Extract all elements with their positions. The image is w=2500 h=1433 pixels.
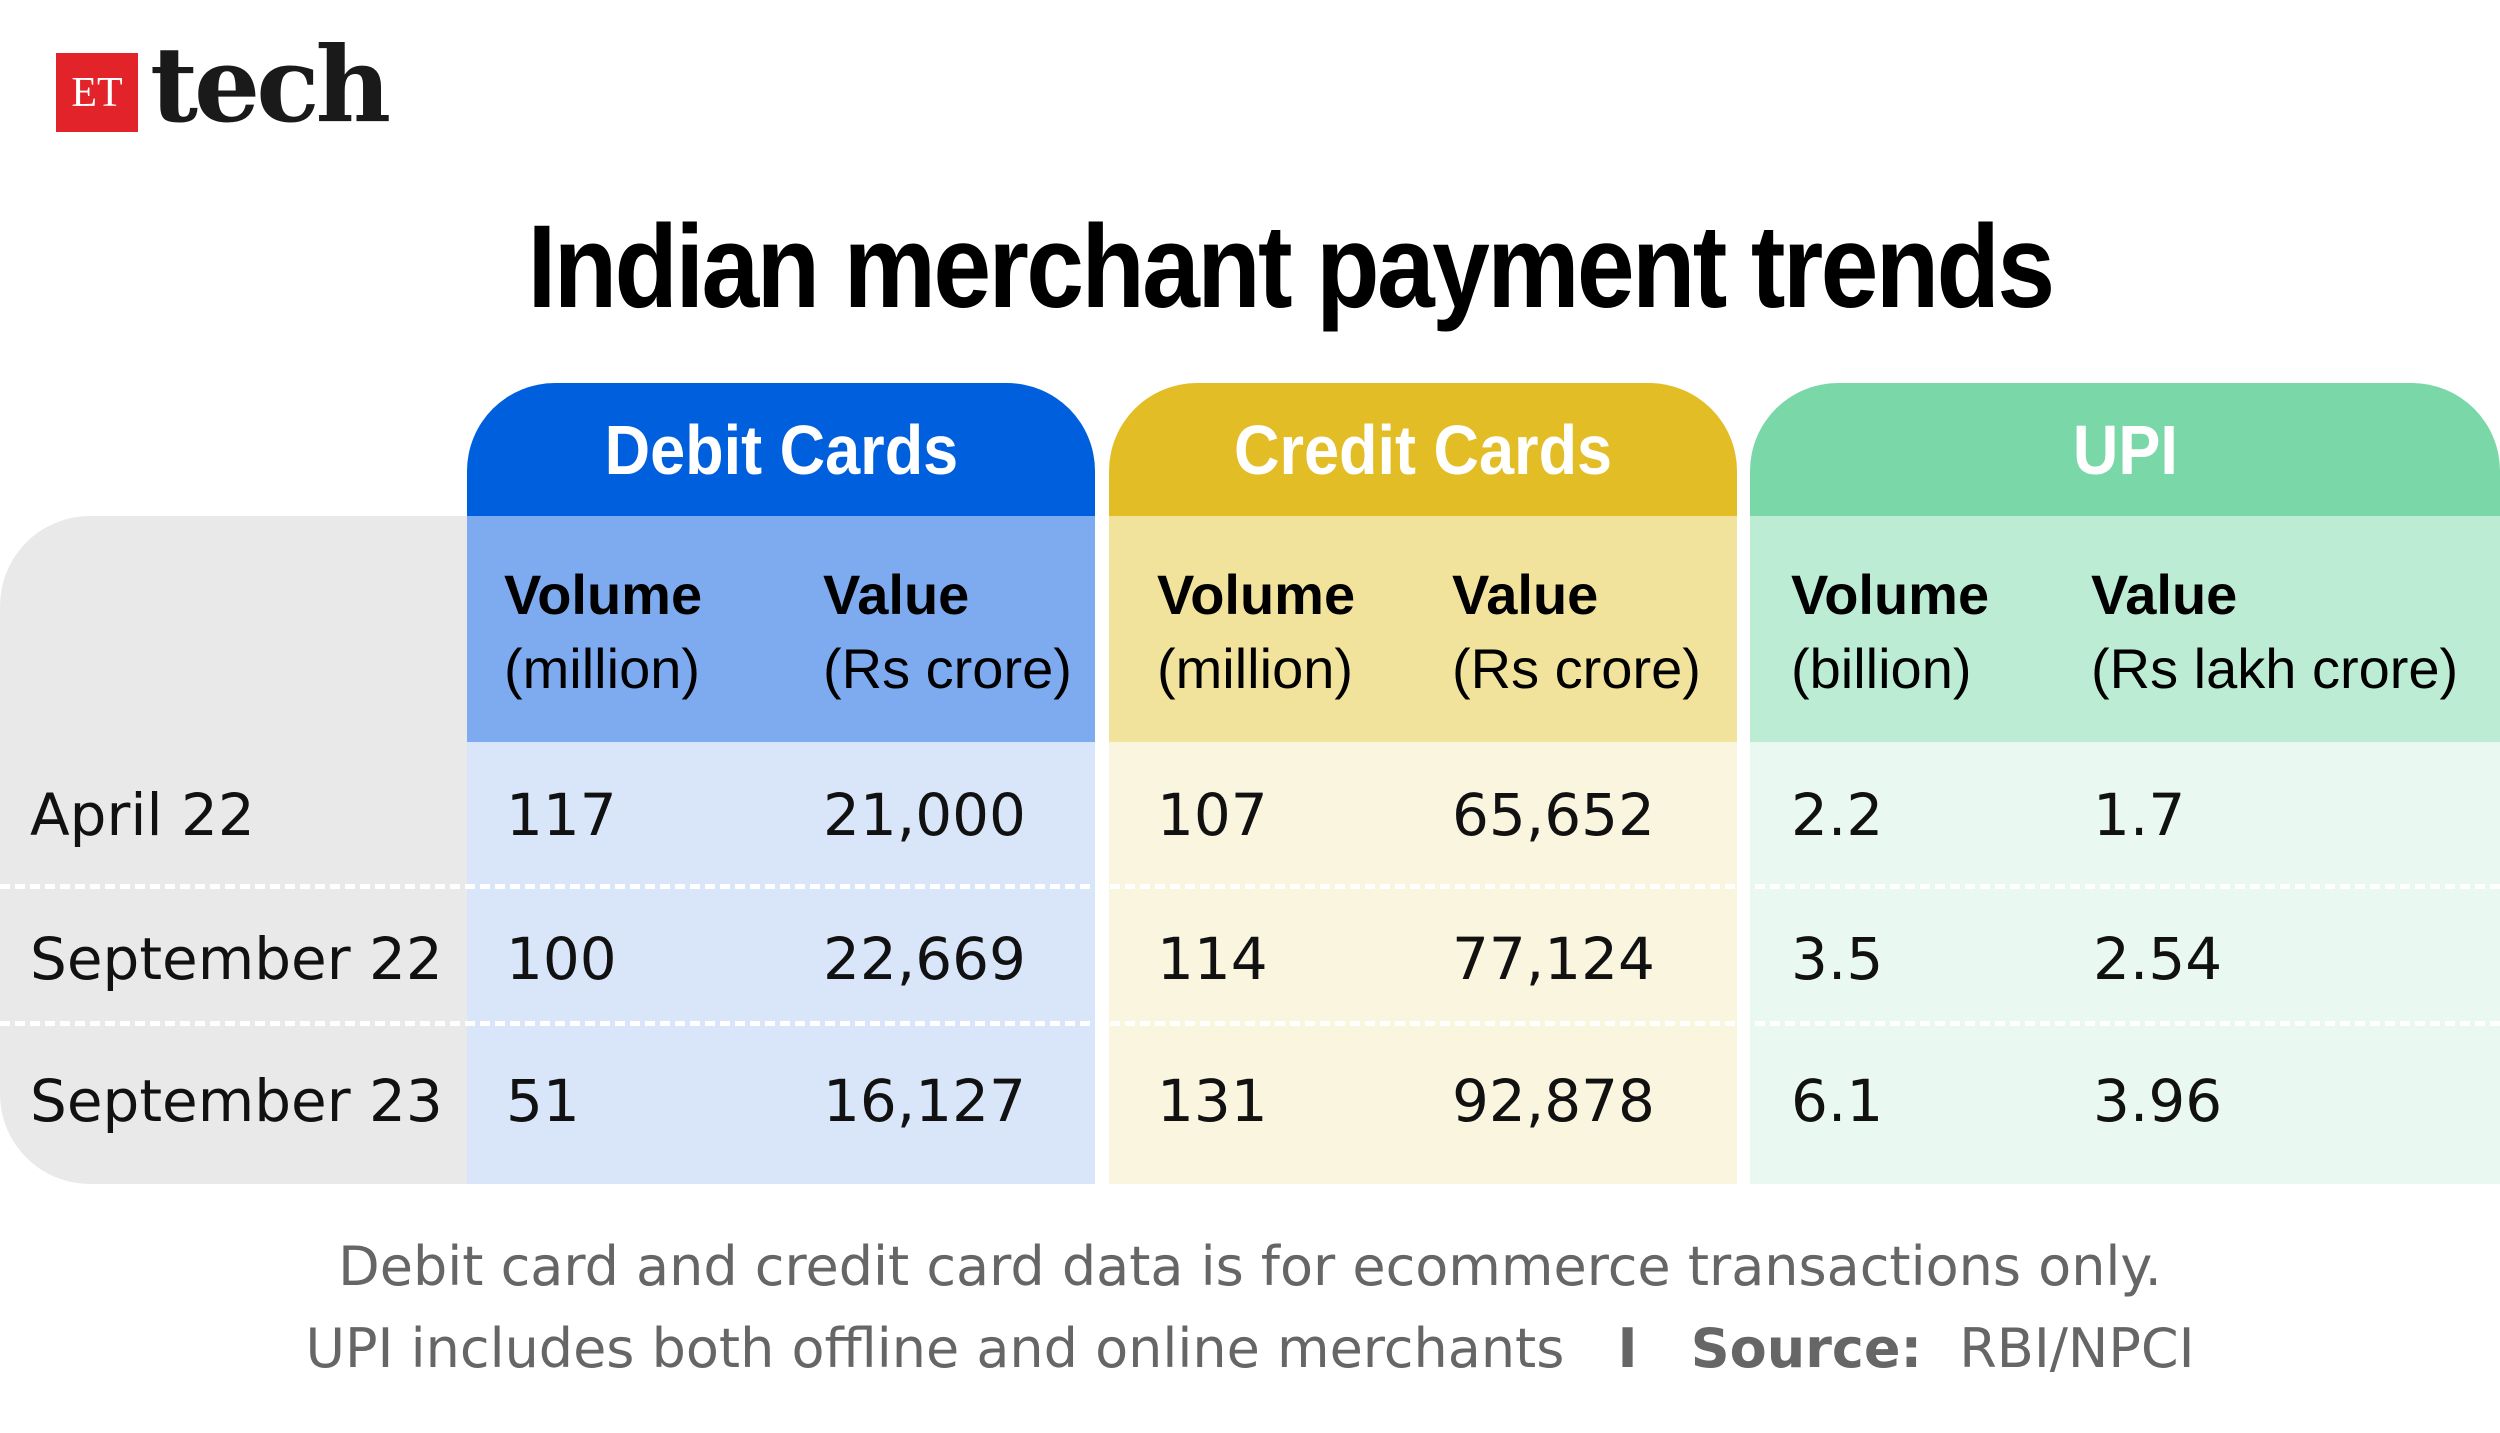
column-header-unit: (Rs lakh crore) [2091,637,2459,700]
upi-body [1750,742,2500,1184]
table-cell: 107 [1157,781,1268,849]
column-header-label: Volume [1791,563,1990,626]
upi-label: UPI [2072,411,2178,489]
column-header-unit: (billion) [1791,637,1972,700]
table-cell: 131 [1157,1067,1268,1135]
source-label: Source: [1690,1317,1923,1380]
column-header-unit: (Rs crore) [823,637,1072,700]
table-cell: 92,878 [1452,1067,1655,1135]
debit-cards-body [467,742,1095,1184]
row-divider [0,1021,2500,1026]
column-header-label: Volume [1157,563,1356,626]
column-header-label: Value [1452,563,1599,626]
table-cell: 2.54 [2093,925,2223,993]
column-header-label: Volume [504,563,703,626]
column-header-unit: (million) [1157,637,1353,700]
table-cell: 6.1 [1791,1067,1884,1135]
column-header: Value (Rs crore) [823,558,1072,706]
column-header: Value (Rs lakh crore) [2091,558,2458,706]
et-logo-badge: ET [56,53,138,132]
column-header-unit: (million) [504,637,700,700]
column-header-label: Value [2091,563,2238,626]
row-label: September 23 [30,1067,443,1135]
column-header: Value (Rs crore) [1452,558,1701,706]
table-cell: 3.5 [1791,925,1884,993]
row-label-panel [0,516,560,1184]
table-cell: 117 [506,781,617,849]
upi-subheader [1750,516,2500,742]
column-header-label: Value [823,563,970,626]
footnote-upi-note: UPI includes both offline and online mer… [305,1317,1565,1380]
credit-cards-header: Credit Cards [1109,383,1737,517]
credit-cards-label: Credit Cards [1233,411,1613,489]
table-cell: 3.96 [2093,1067,2223,1135]
table-cell: 21,000 [823,781,1026,849]
table-cell: 51 [506,1067,580,1135]
table-cell: 22,669 [823,925,1026,993]
row-label: April 22 [30,781,255,849]
column-header: Volume (million) [1157,558,1355,706]
table-cell: 2.2 [1791,781,1884,849]
upi-header: UPI [1750,383,2500,517]
credit-cards-body [1109,742,1737,1184]
column-header: Volume (billion) [1791,558,1989,706]
credit-cards-subheader [1109,516,1737,742]
table-cell: 1.7 [2093,781,2186,849]
table-cell: 100 [506,925,617,993]
debit-cards-header: Debit Cards [467,383,1095,517]
footnote-line-1: Debit card and credit card data is for e… [338,1235,2162,1298]
table-cell: 114 [1157,925,1268,993]
debit-cards-label: Debit Cards [604,411,958,489]
column-header: Volume (million) [504,558,702,706]
footnote-separator: I [1617,1317,1638,1380]
table-cell: 65,652 [1452,781,1655,849]
table-cell: 16,127 [823,1067,1026,1135]
chart-title: Indian merchant payment trends [527,201,2056,333]
row-divider [0,884,2500,889]
row-label: September 22 [30,925,443,993]
table-cell: 77,124 [1452,925,1655,993]
tech-logo-text: tech [150,23,391,146]
debit-cards-subheader [467,516,1095,742]
source-value: RBI/NPCI [1959,1317,2195,1380]
footnote-line-2: UPI includes both offline and online mer… [0,1322,2500,1376]
column-header-unit: (Rs crore) [1452,637,1701,700]
